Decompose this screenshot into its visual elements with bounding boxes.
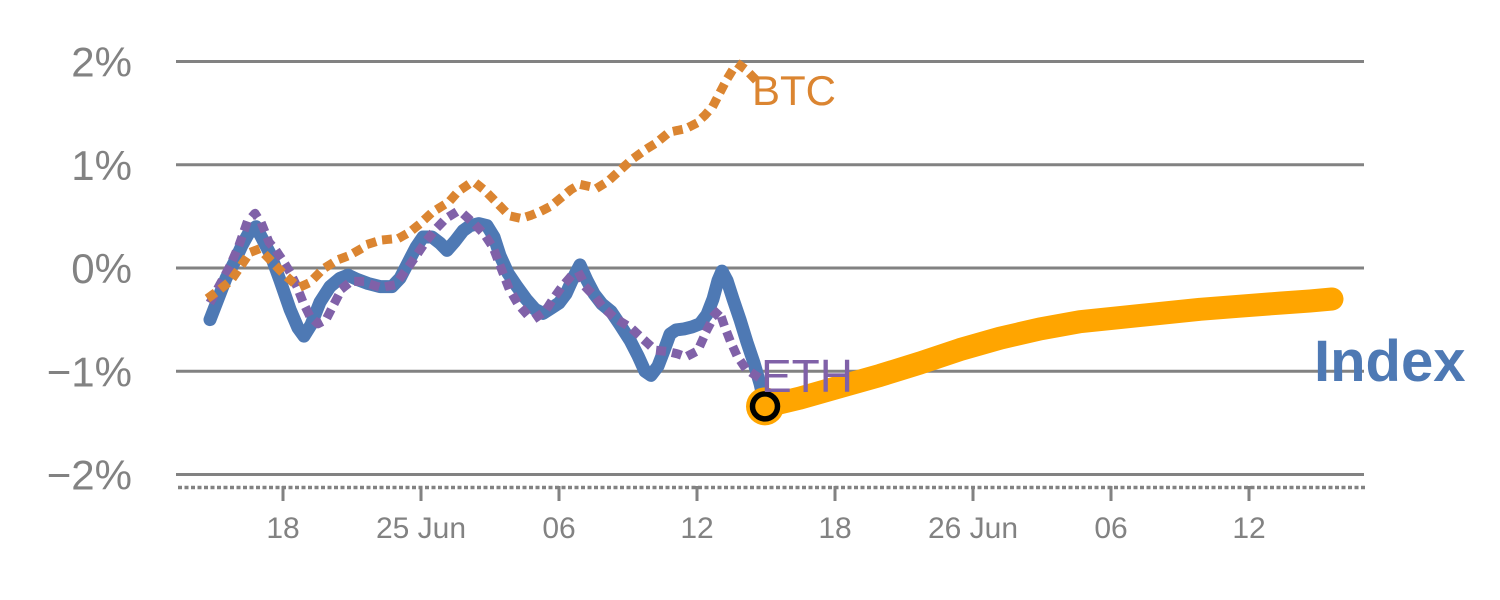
- series-label-btc: BTC: [752, 67, 836, 114]
- x-tick-label: 06: [542, 512, 575, 545]
- y-tick-label: 2%: [71, 39, 132, 86]
- x-tick-label: 12: [1232, 512, 1265, 545]
- x-tick-label: 18: [818, 512, 851, 545]
- x-tick-label: 26 Jun: [928, 512, 1018, 545]
- x-tick-label: 06: [1094, 512, 1127, 545]
- series-btc-line: [204, 60, 769, 303]
- series-label-eth: ETH: [761, 350, 853, 402]
- series-index-forecast-line: [753, 287, 1344, 418]
- x-tick-label: 25 Jun: [376, 512, 466, 545]
- x-tick-label: 18: [266, 512, 299, 545]
- series-index-line: [203, 217, 772, 412]
- y-tick-label: −1%: [47, 348, 132, 395]
- forecast-start-marker-ring: [749, 391, 781, 422]
- y-tick-label: 1%: [71, 142, 132, 189]
- x-tick-label: 12: [680, 512, 713, 545]
- series-label-index: Index: [1314, 329, 1466, 394]
- series-eth-line: [205, 207, 764, 383]
- y-tick-label: −2%: [47, 452, 132, 499]
- y-tick-label: 0%: [71, 245, 132, 292]
